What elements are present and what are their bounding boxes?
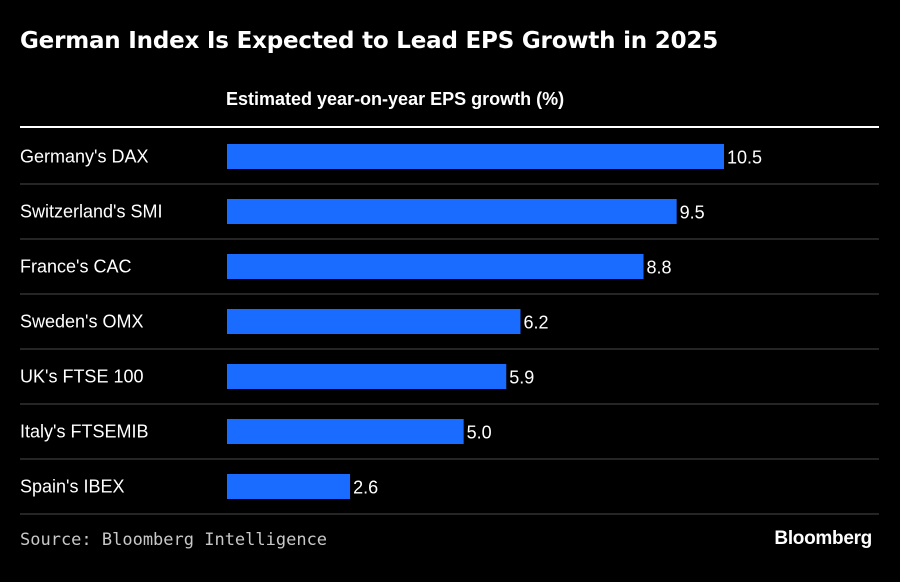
bar <box>227 199 677 224</box>
value-label: 6.2 <box>523 313 548 333</box>
chart-title: German Index Is Expected to Lead EPS Gro… <box>20 28 719 54</box>
category-label: France's CAC <box>20 257 131 277</box>
category-label: Germany's DAX <box>20 147 148 167</box>
category-label: Switzerland's SMI <box>20 202 162 222</box>
category-label: Sweden's OMX <box>20 312 144 332</box>
value-label: 8.8 <box>647 258 672 278</box>
value-label: 5.0 <box>467 423 492 443</box>
value-label: 10.5 <box>727 148 762 168</box>
value-label: 2.6 <box>353 478 378 498</box>
bar <box>227 144 724 169</box>
bar <box>227 419 464 444</box>
value-label: 5.9 <box>509 368 534 388</box>
bar <box>227 364 507 389</box>
bar <box>227 254 644 279</box>
chart-subtitle: Estimated year-on-year EPS growth (%) <box>226 89 565 109</box>
bar <box>227 309 521 334</box>
bar <box>227 474 351 499</box>
category-label: UK's FTSE 100 <box>20 367 143 387</box>
header-rule <box>20 126 879 128</box>
value-label: 9.5 <box>680 203 705 223</box>
category-label: Italy's FTSEMIB <box>20 422 148 442</box>
category-label: Spain's IBEX <box>20 477 125 497</box>
bloomberg-logo: Bloomberg <box>774 528 872 549</box>
source-note: Source: Bloomberg Intelligence <box>20 530 328 550</box>
